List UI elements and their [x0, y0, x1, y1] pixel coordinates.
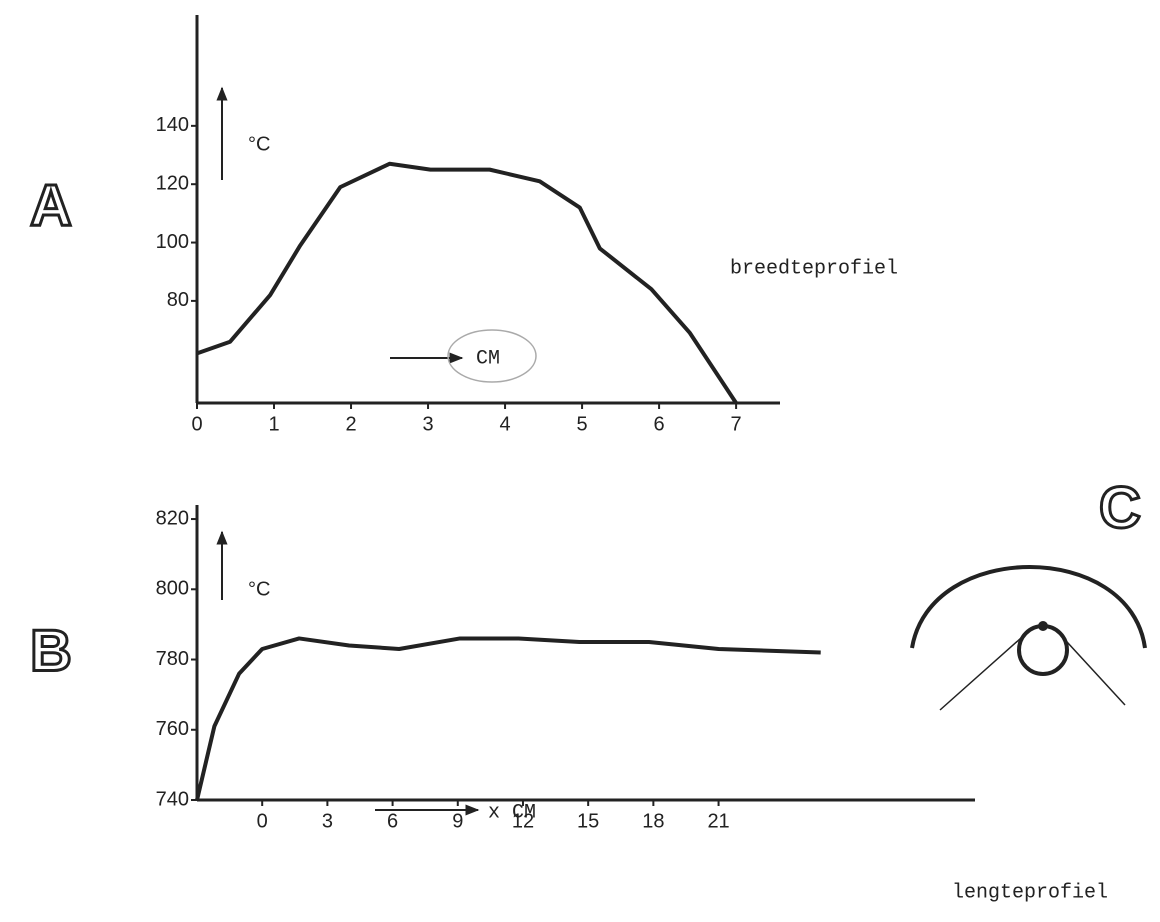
x-tick-label: 6	[387, 810, 398, 832]
diagram-c: C	[910, 474, 1147, 711]
x-tick-label: 1	[268, 413, 279, 435]
panel-label: A	[30, 173, 72, 238]
y-tick-label: 140	[156, 114, 189, 136]
y-tick-label: 80	[167, 289, 189, 311]
y-tick-label: 740	[156, 788, 189, 810]
annotation: °C	[248, 133, 270, 155]
x-tick-label: 2	[345, 413, 356, 435]
annotation: breedteprofiel	[730, 257, 898, 280]
y-tick-label: 780	[156, 648, 189, 670]
x-tick-label: 15	[577, 810, 599, 832]
x-tick-label: 12	[512, 810, 534, 832]
x-tick-label: 6	[654, 413, 665, 435]
x-tick-label: 9	[452, 810, 463, 832]
x-tick-label: 0	[257, 810, 268, 832]
data-line	[196, 161, 738, 405]
annotation: x CM	[488, 801, 536, 824]
y-tick-label: 760	[156, 718, 189, 740]
dot	[1038, 621, 1048, 631]
arc	[910, 565, 1147, 649]
y-tick-label: 800	[156, 578, 189, 600]
circled-unit	[447, 329, 537, 383]
x-tick-label: 21	[707, 810, 729, 832]
x-tick-label: 5	[577, 413, 588, 435]
ray	[1055, 629, 1126, 706]
x-tick-label: 0	[191, 413, 202, 435]
y-tick-label: 120	[156, 172, 189, 194]
x-tick-label: 7	[731, 413, 742, 435]
x-tick-label: 3	[422, 413, 433, 435]
x-tick-label: 18	[642, 810, 664, 832]
annotation: lengteprofiel	[952, 881, 1108, 904]
y-tick-label: 100	[156, 231, 189, 253]
panel-label: C	[1099, 475, 1141, 540]
panel-label: B	[30, 618, 72, 683]
data-line	[195, 636, 821, 801]
ray	[939, 629, 1031, 711]
annotation: CM	[476, 347, 500, 370]
x-tick-label: 3	[322, 810, 333, 832]
y-tick-label: 820	[156, 507, 189, 529]
annotation: °C	[248, 578, 270, 600]
x-tick-label: 4	[499, 413, 510, 435]
